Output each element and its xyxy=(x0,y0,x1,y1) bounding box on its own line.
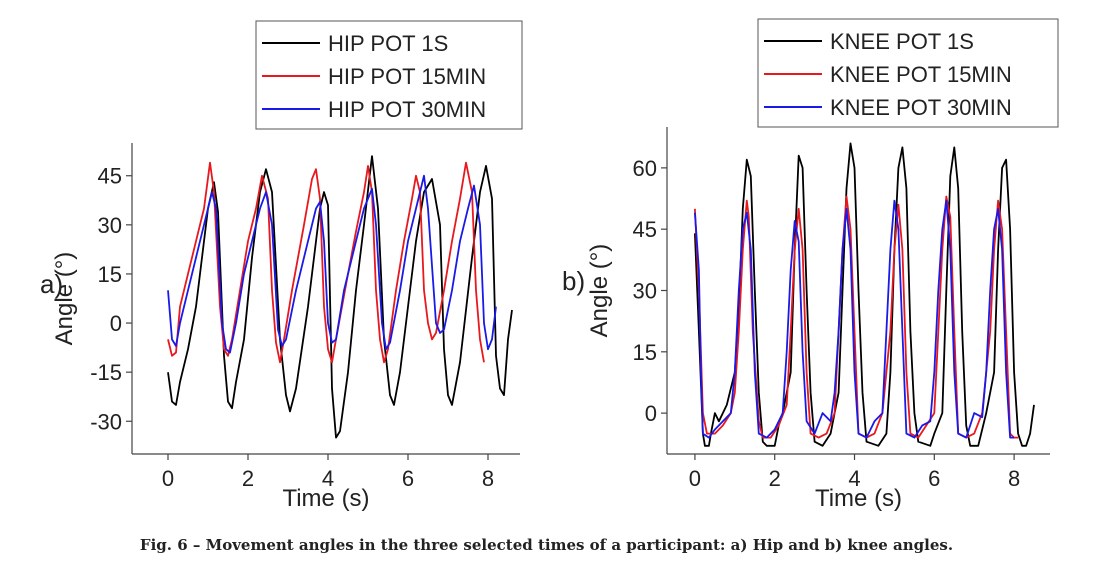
chart0-y-tick-label: 45 xyxy=(98,164,122,189)
chart0-y-tick-label: -15 xyxy=(90,360,122,385)
chart1-legend-label-1: KNEE POT 15MIN xyxy=(830,62,1012,87)
chart0-x-axis-label: Time (s) xyxy=(282,485,369,512)
chart1-x-tick-label: 4 xyxy=(848,466,860,491)
chart0-series-line-2 xyxy=(167,174,497,354)
chart1-series-line-0 xyxy=(694,142,1035,447)
chart1-y-tick-label: 15 xyxy=(633,340,657,365)
chart1-y-tick-label: 30 xyxy=(633,279,657,304)
chart0-panel-label: a) xyxy=(40,269,63,299)
chart1-legend-label-0: KNEE POT 1S xyxy=(830,29,974,54)
chart0-y-tick-label: -30 xyxy=(90,409,122,434)
chart1-x-tick-label: 6 xyxy=(928,466,940,491)
chart0-series-line-0 xyxy=(167,155,513,439)
figure-caption: Fig. 6 – Movement angles in the three se… xyxy=(139,536,954,554)
chart1-y-axis-label: Angle (°) xyxy=(586,244,613,338)
chart1-series-line-2 xyxy=(694,199,1015,439)
chart0-legend-label-1: HIP POT 15MIN xyxy=(328,64,486,89)
chart0-legend-label-2: HIP POT 30MIN xyxy=(328,97,486,122)
chart0-x-tick-label: 6 xyxy=(402,466,414,491)
chart0-x-tick-label: 2 xyxy=(242,466,254,491)
chart1-y-tick-label: 0 xyxy=(645,401,657,426)
chart1-x-tick-label: 8 xyxy=(1008,466,1020,491)
chart0-y-tick-label: 30 xyxy=(98,213,122,238)
chart0-x-tick-label: 8 xyxy=(482,466,494,491)
chart0-legend-label-0: HIP POT 1S xyxy=(328,31,448,56)
chart0-x-tick-label: 4 xyxy=(322,466,334,491)
chart0-y-axis-label: Angle (°) xyxy=(51,252,78,346)
chart0-y-tick-label: 15 xyxy=(98,262,122,287)
chart0-y-tick-label: 0 xyxy=(110,311,122,336)
chart1-x-tick-label: 2 xyxy=(769,466,781,491)
chart1-y-tick-label: 45 xyxy=(633,217,657,242)
chart1-y-tick-label: 60 xyxy=(633,156,657,181)
chart1-panel-label: b) xyxy=(562,266,585,296)
chart0-x-tick-label: 0 xyxy=(162,466,174,491)
chart1-legend-label-2: KNEE POT 30MIN xyxy=(830,95,1012,120)
chart1-x-tick-label: 0 xyxy=(689,466,701,491)
chart1-x-axis-label: Time (s) xyxy=(815,485,902,512)
